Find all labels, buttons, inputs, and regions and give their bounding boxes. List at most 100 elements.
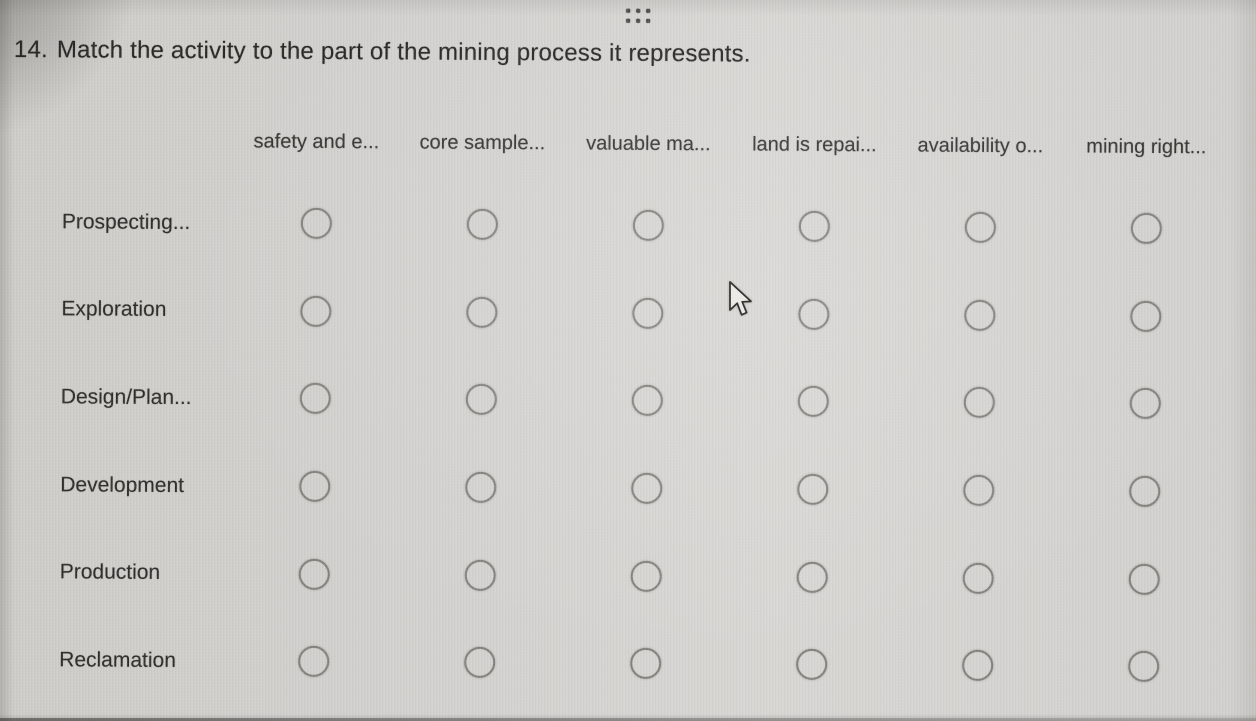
radio-cell [563,444,730,533]
radio-cell [562,532,729,621]
drag-dot [646,18,651,23]
column-header: land is repai... [752,133,877,157]
radio-cell [1060,622,1227,711]
radio-button[interactable] [961,650,993,682]
radio-cell [895,446,1062,535]
radio-button[interactable] [630,560,662,592]
column-header: safety and e... [253,130,380,154]
radio-cell [728,620,895,709]
radio-button[interactable] [795,649,827,681]
radio-cell [728,533,895,622]
radio-button[interactable] [632,210,664,242]
row-label-development: Development [60,472,185,497]
radio-cell [399,180,566,269]
radio-cell [232,267,399,356]
row-label-exploration: Exploration [61,297,167,322]
radio-button[interactable] [631,385,663,417]
radio-cell [894,621,1061,710]
radio-button[interactable] [299,295,331,327]
radio-button[interactable] [1129,388,1161,420]
radio-cell [398,268,565,357]
radio-cell [1061,447,1228,536]
radio-button[interactable] [465,384,497,416]
radio-cell [1062,360,1229,449]
radio-cell [562,619,729,708]
radio-cell [230,530,397,619]
radio-cell [565,181,732,270]
question-title: 14. Match the activity to the part of th… [14,36,1014,70]
drag-dot [636,8,641,13]
radio-button[interactable] [796,561,828,593]
column-header: mining right... [1086,135,1207,159]
radio-cell [896,271,1063,360]
radio-cell [564,357,731,446]
radio-cell [729,445,896,534]
radio-button[interactable] [797,298,829,330]
radio-cell [396,618,563,707]
radio-cell [730,270,897,359]
radio-button[interactable] [629,648,661,680]
radio-button[interactable] [1129,300,1161,332]
radio-button[interactable] [796,473,828,506]
radio-cell [396,531,563,620]
drag-dot [636,18,641,23]
screen-bottom-edge [0,718,1256,721]
row-label-prospecting: Prospecting... [61,210,191,234]
radio-button[interactable] [1130,213,1162,245]
radio-button[interactable] [1127,651,1159,683]
row-label-reclamation: Reclamation [59,648,177,672]
radio-button[interactable] [1128,475,1160,508]
radio-button[interactable] [464,559,496,591]
radio-cell [1063,184,1230,273]
radio-button[interactable] [466,209,498,241]
radio-cell [231,442,398,531]
drag-dot [646,8,651,13]
radio-button[interactable] [963,299,995,331]
radio-button[interactable] [1128,563,1160,595]
radio-button[interactable] [300,208,332,240]
radio-cell [230,617,397,706]
radio-button[interactable] [797,386,829,418]
column-header: core sample... [419,131,546,155]
radio-button[interactable] [964,212,996,244]
question-text: Match the activity to the part of the mi… [56,36,751,68]
radio-cell [731,182,898,271]
matching-grid: safety and e... core sample... valuable … [59,103,1230,711]
radio-button[interactable] [963,387,995,419]
radio-cell [730,358,897,447]
radio-button[interactable] [298,470,330,503]
column-header: valuable ma... [586,132,711,156]
row-label-design-plan: Design/Plan... [60,385,192,410]
radio-cell [1062,272,1229,361]
radio-button[interactable] [798,211,830,243]
column-header: availability o... [917,134,1044,158]
radio-cell [397,443,564,532]
question-number: 14. [13,36,48,64]
radio-cell [232,355,399,444]
radio-cell [896,359,1063,448]
drag-handle-icon[interactable] [626,8,651,23]
radio-button[interactable] [962,474,994,507]
cursor-icon [729,281,752,316]
radio-button[interactable] [299,383,331,415]
radio-cell [233,179,400,268]
radio-button[interactable] [962,562,994,594]
corner-cell [62,141,233,142]
drag-dot [626,8,631,13]
radio-button[interactable] [465,296,497,328]
radio-cell [1060,535,1227,624]
radio-button[interactable] [631,297,663,329]
radio-button[interactable] [297,646,329,678]
radio-button[interactable] [463,647,495,679]
drag-dot [626,18,631,23]
radio-button[interactable] [630,472,662,505]
radio-cell [398,356,565,445]
row-label-production: Production [59,560,161,585]
radio-cell [564,269,731,358]
radio-cell [897,183,1064,272]
radio-button[interactable] [298,558,330,590]
radio-cell [894,534,1061,623]
radio-button[interactable] [464,471,496,504]
